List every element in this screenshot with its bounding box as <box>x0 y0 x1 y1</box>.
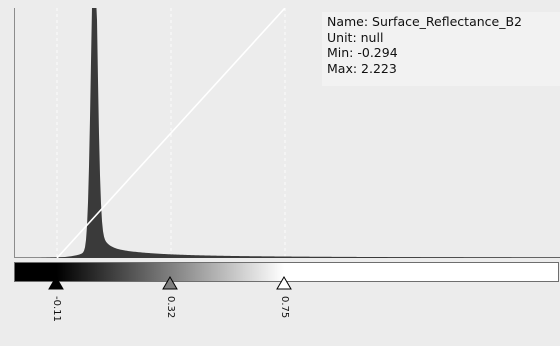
slider-triangle-icon <box>48 276 64 290</box>
transfer-function-line <box>56 8 286 258</box>
band-info-panel: Name: Surface_Reflectance_B2 Unit: null … <box>322 12 560 86</box>
band-max-text: Max: 2.223 <box>327 60 397 76</box>
slider-triangle-icon <box>162 276 178 290</box>
slider-value-label-2: 0.75 <box>279 296 290 319</box>
band-name-text: Name: Surface_Reflectance_B2 <box>327 14 523 29</box>
slider-value-label-1: 0.32 <box>165 296 176 319</box>
slider-value-label-0: -0.11 <box>51 296 62 322</box>
slider-handle-1[interactable] <box>161 276 179 290</box>
band-unit-text: Unit: null <box>327 29 384 45</box>
slider-triangle-icon <box>276 276 292 290</box>
histogram-svg <box>15 8 560 258</box>
band-min-text: Min: -0.294 <box>327 45 398 60</box>
slider-handle-0[interactable] <box>47 276 65 290</box>
slider-handle-2[interactable] <box>275 276 293 290</box>
